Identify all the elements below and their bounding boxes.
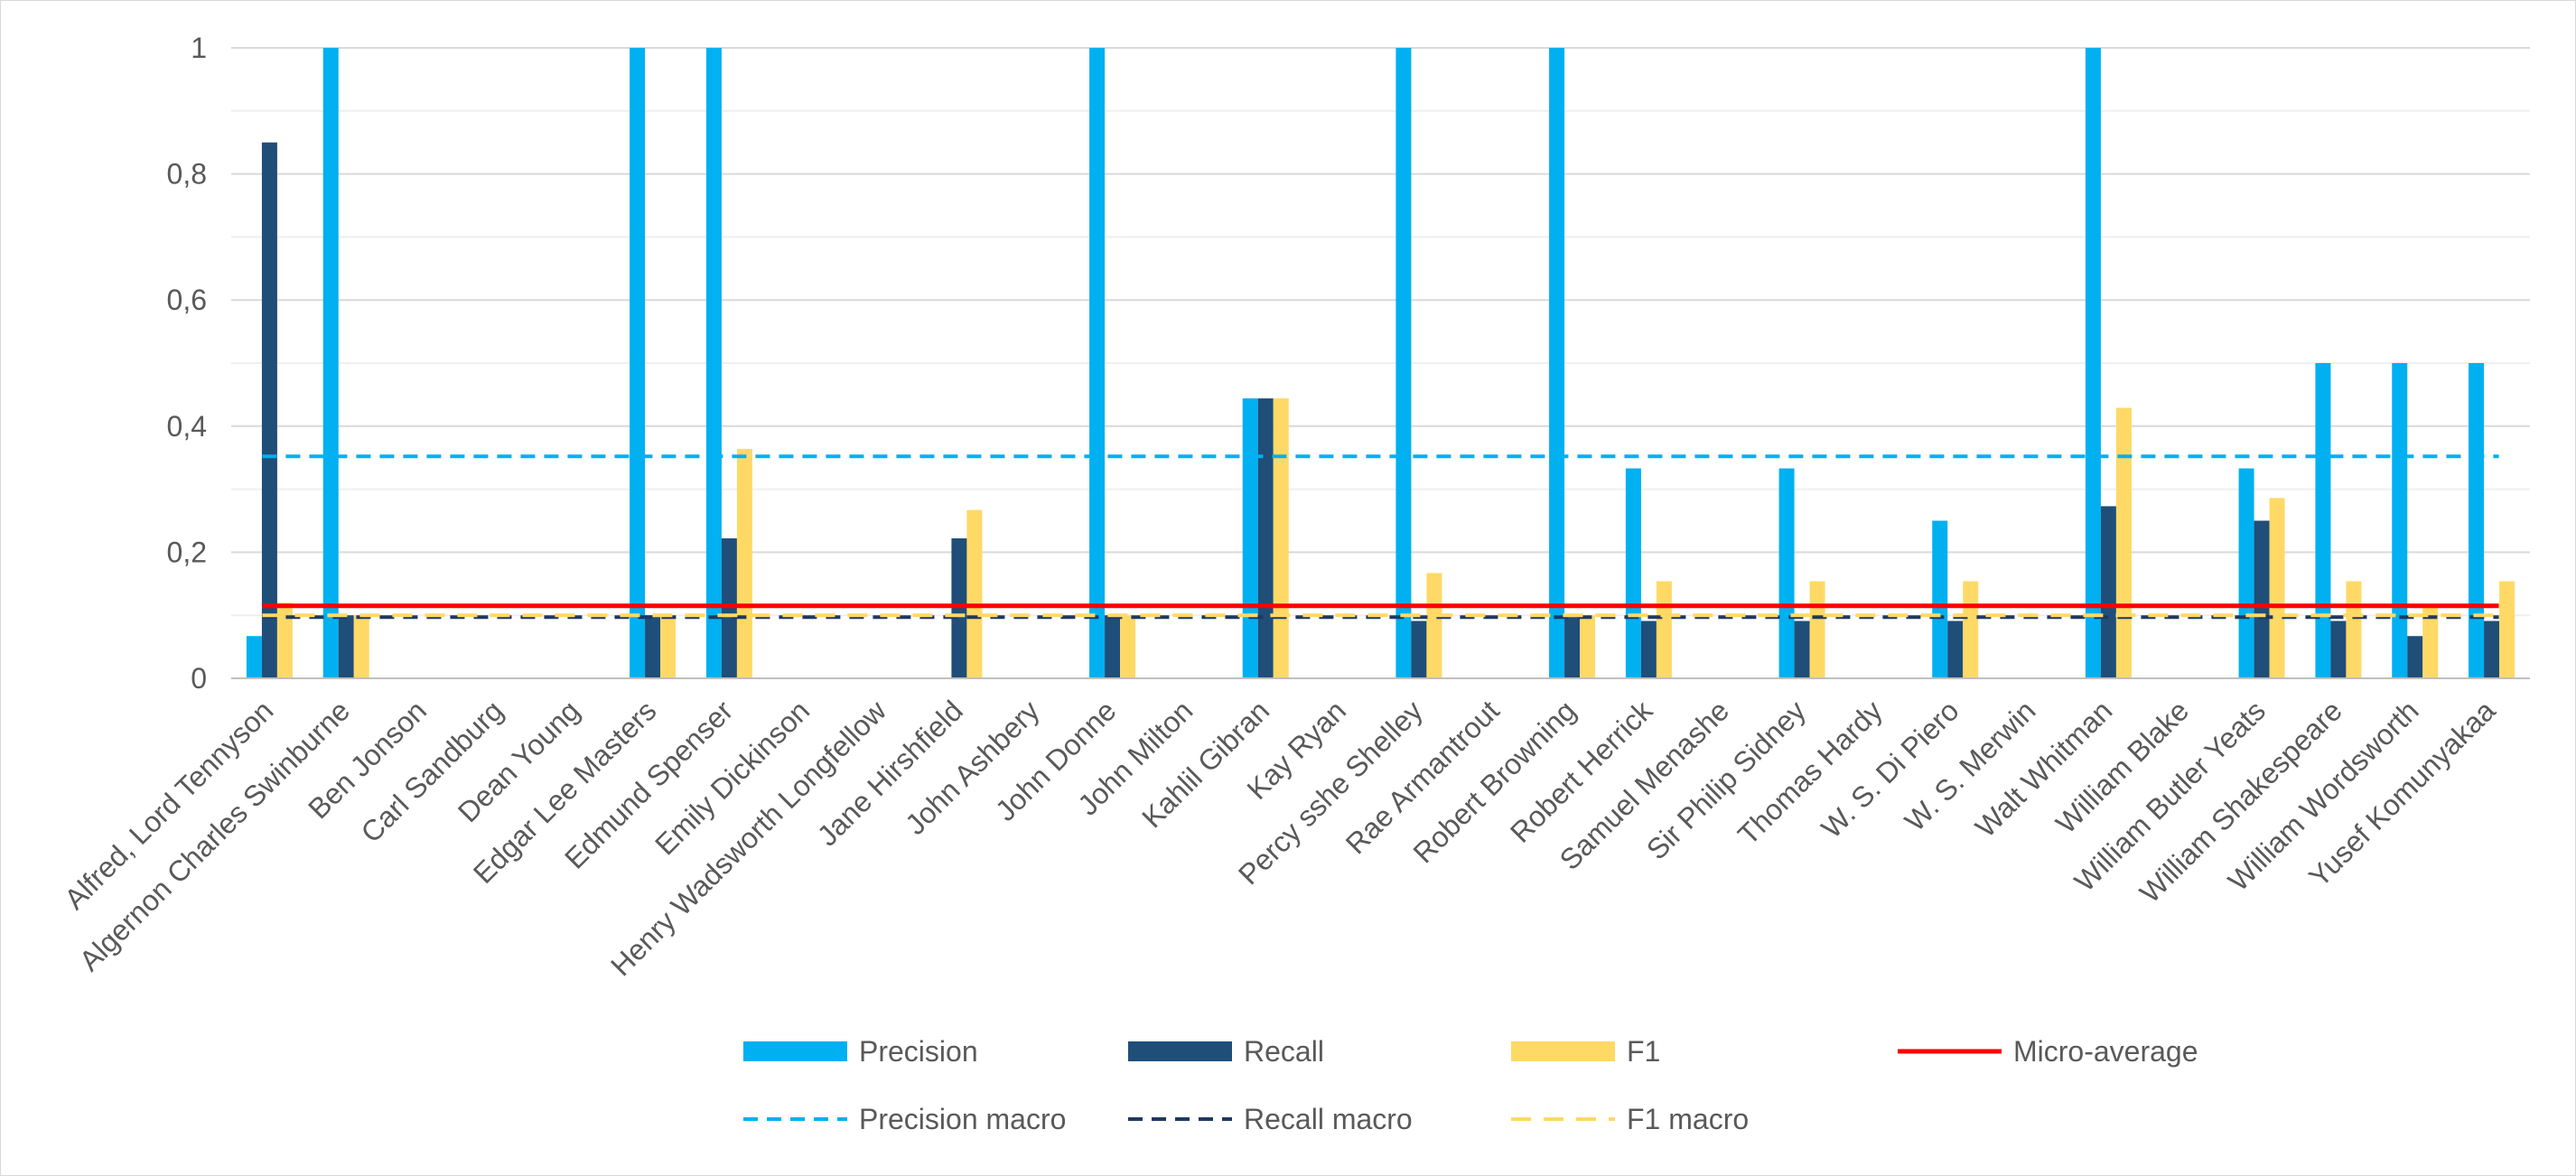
bar-f1 bbox=[966, 509, 983, 678]
bar-recall bbox=[2407, 636, 2423, 678]
bar-recall bbox=[2484, 621, 2500, 678]
bar-f1 bbox=[660, 615, 677, 678]
legend-label: Recall bbox=[1244, 1035, 1324, 1068]
bar-precision bbox=[1549, 48, 1565, 678]
bar-precision bbox=[630, 48, 646, 678]
x-tick-label: Walt Whitman bbox=[1969, 694, 2118, 843]
legend-item-recall: Recall bbox=[1128, 1035, 1324, 1068]
bar-recall bbox=[1564, 615, 1581, 678]
bar-f1 bbox=[276, 602, 293, 678]
legend-item-recall-macro: Recall macro bbox=[1128, 1103, 1413, 1135]
bar-precision bbox=[1778, 468, 1795, 678]
bar-f1 bbox=[1809, 581, 1825, 678]
legend-item-f1: F1 bbox=[1511, 1035, 1660, 1068]
y-axis-tick-labels: 0 0,2 0,4 0,6 0,8 1 bbox=[167, 32, 207, 695]
bar-precision bbox=[2238, 468, 2254, 678]
bars bbox=[246, 48, 2515, 678]
bar-recall bbox=[1105, 615, 1121, 678]
bar-precision bbox=[322, 48, 339, 678]
y-tick-label: 0 bbox=[191, 662, 207, 695]
legend-item-f1-macro: F1 macro bbox=[1511, 1103, 1749, 1135]
bar-precision bbox=[1395, 48, 1412, 678]
bar-recall bbox=[1640, 621, 1657, 678]
bar-f1 bbox=[1273, 398, 1289, 678]
x-tick-label: John Ashbery bbox=[899, 694, 1046, 841]
bar-recall bbox=[721, 538, 737, 678]
legend-item-precision: Precision bbox=[743, 1035, 978, 1068]
legend-item-micro-average: Micro-average bbox=[1898, 1035, 2198, 1068]
y-tick-label: 0,6 bbox=[167, 284, 207, 316]
bar-recall bbox=[1947, 621, 1964, 678]
bar-recall bbox=[2330, 621, 2347, 678]
y-tick-label: 0,2 bbox=[167, 536, 207, 568]
bar-f1 bbox=[1656, 581, 1672, 678]
bar-recall bbox=[1411, 621, 1427, 678]
bar-precision bbox=[1625, 468, 1641, 678]
legend-label: F1 macro bbox=[1627, 1103, 1749, 1135]
legend-label: Recall macro bbox=[1244, 1103, 1413, 1135]
legend-swatch bbox=[743, 1041, 847, 1061]
bar-recall bbox=[645, 615, 661, 678]
bar-precision bbox=[246, 636, 262, 678]
bar-f1 bbox=[2269, 498, 2285, 678]
bar-recall bbox=[1794, 621, 1810, 678]
legend: Precision Recall F1 Micro-average Precision … bbox=[743, 1035, 2198, 1135]
bar-precision bbox=[2315, 363, 2331, 678]
bar-f1 bbox=[2499, 581, 2515, 678]
bar-f1 bbox=[1426, 573, 1442, 678]
bar-precision bbox=[1932, 520, 1948, 678]
gridlines bbox=[231, 47, 2530, 617]
bar-f1 bbox=[2346, 581, 2362, 678]
bar-recall bbox=[2100, 506, 2116, 678]
y-tick-label: 0,8 bbox=[167, 158, 207, 191]
bar-f1 bbox=[1963, 581, 1979, 678]
bar-f1 bbox=[736, 448, 752, 678]
bar-f1 bbox=[1120, 615, 1136, 678]
bar-f1 bbox=[353, 615, 369, 678]
legend-item-precision-macro: Precision macro bbox=[743, 1103, 1066, 1135]
reference-lines bbox=[262, 454, 2499, 620]
x-tick-label: William Blake bbox=[2049, 694, 2195, 839]
legend-label: Precision macro bbox=[859, 1103, 1066, 1135]
bar-recall bbox=[1257, 398, 1274, 678]
bar-precision bbox=[2085, 48, 2101, 678]
legend-label: Micro-average bbox=[2013, 1035, 2198, 1068]
bar-recall bbox=[2254, 520, 2270, 678]
bar-precision bbox=[2469, 363, 2485, 678]
bar-f1 bbox=[2115, 407, 2132, 678]
legend-label: Precision bbox=[859, 1035, 978, 1068]
legend-swatch bbox=[1511, 1041, 1615, 1061]
bar-f1 bbox=[2422, 605, 2439, 678]
bar-precision bbox=[705, 48, 722, 678]
legend-swatch bbox=[1128, 1041, 1232, 1061]
bar-recall bbox=[338, 615, 354, 678]
x-tick-label: Henry Wadsworth Longfellow bbox=[604, 694, 893, 983]
y-tick-label: 1 bbox=[191, 32, 207, 64]
bar-recall bbox=[951, 538, 967, 678]
bar-recall bbox=[261, 142, 277, 678]
y-tick-label: 0,4 bbox=[167, 410, 207, 443]
bar-f1 bbox=[1580, 615, 1596, 678]
bar-precision bbox=[1242, 398, 1258, 678]
legend-label: F1 bbox=[1627, 1035, 1660, 1068]
bar-precision bbox=[2392, 363, 2408, 678]
bar-precision bbox=[1089, 48, 1106, 678]
